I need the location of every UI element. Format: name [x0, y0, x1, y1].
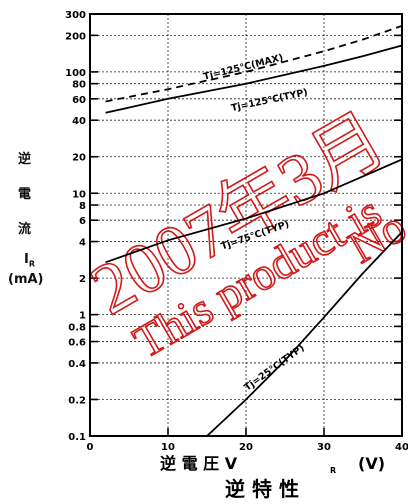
- y-tick-label: 0.8: [68, 322, 86, 333]
- y-tick-label: 8: [79, 201, 86, 212]
- y-axis-label-line-1: 逆: [18, 152, 32, 167]
- y-tick-label: 0.1: [68, 432, 86, 443]
- series-line: [105, 44, 403, 114]
- y-axis-label-unit: (mA): [8, 272, 44, 287]
- series-lines: [105, 24, 403, 437]
- y-axis-label-line-3: 流: [18, 222, 32, 237]
- y-tick-label: 6: [79, 216, 86, 227]
- x-tick-label: 30: [317, 442, 331, 453]
- y-tick-label: 4: [79, 238, 86, 249]
- x-axis-label-text: 逆 電 圧 V: [160, 454, 238, 473]
- grid: [89, 13, 403, 437]
- y-tick-label: 60: [72, 95, 86, 106]
- x-tick-label: 40: [395, 442, 408, 453]
- y-axis-label-symbol: IR: [24, 252, 35, 269]
- y-tick-label: 0.2: [68, 395, 86, 406]
- x-tick-label: 0: [87, 442, 94, 453]
- x-axis-label-subscript: R: [330, 466, 336, 475]
- x-tick-label: 10: [161, 442, 175, 453]
- y-axis-label-subscript: R: [28, 259, 36, 269]
- plot-frame: [89, 13, 403, 437]
- y-tick-label: 2: [79, 274, 86, 285]
- x-axis-unit: (V): [358, 454, 385, 473]
- x-axis-label: 逆 電 圧 V R (V): [160, 454, 385, 475]
- y-axis-label-symbol-text: I: [24, 252, 29, 267]
- y-tick-label: 80: [72, 80, 86, 91]
- series-line: [105, 158, 403, 264]
- series-line: [206, 231, 403, 437]
- y-tick-label: 10: [72, 189, 86, 200]
- y-tick-label: 300: [65, 10, 86, 21]
- x-tick-label: 20: [239, 442, 253, 453]
- series-label: Tj=125℃(TYP): [230, 87, 309, 114]
- y-tick-label: 20: [72, 153, 86, 164]
- y-tick-label: 0.6: [68, 338, 86, 349]
- y-tick-label: 100: [65, 68, 86, 79]
- y-tick-label: 200: [65, 31, 86, 42]
- chart-title: 逆 特 性: [225, 477, 299, 501]
- series-line: [105, 24, 403, 103]
- y-tick-label: 40: [72, 116, 86, 127]
- series-label: Tj=25℃(TYP): [242, 343, 306, 394]
- x-tick-labels: 0 10 20 30 40: [87, 442, 408, 453]
- y-tick-label: 1: [79, 311, 86, 322]
- y-tick-label: 0.4: [68, 359, 86, 370]
- y-axis-label-line-2: 電: [18, 187, 32, 202]
